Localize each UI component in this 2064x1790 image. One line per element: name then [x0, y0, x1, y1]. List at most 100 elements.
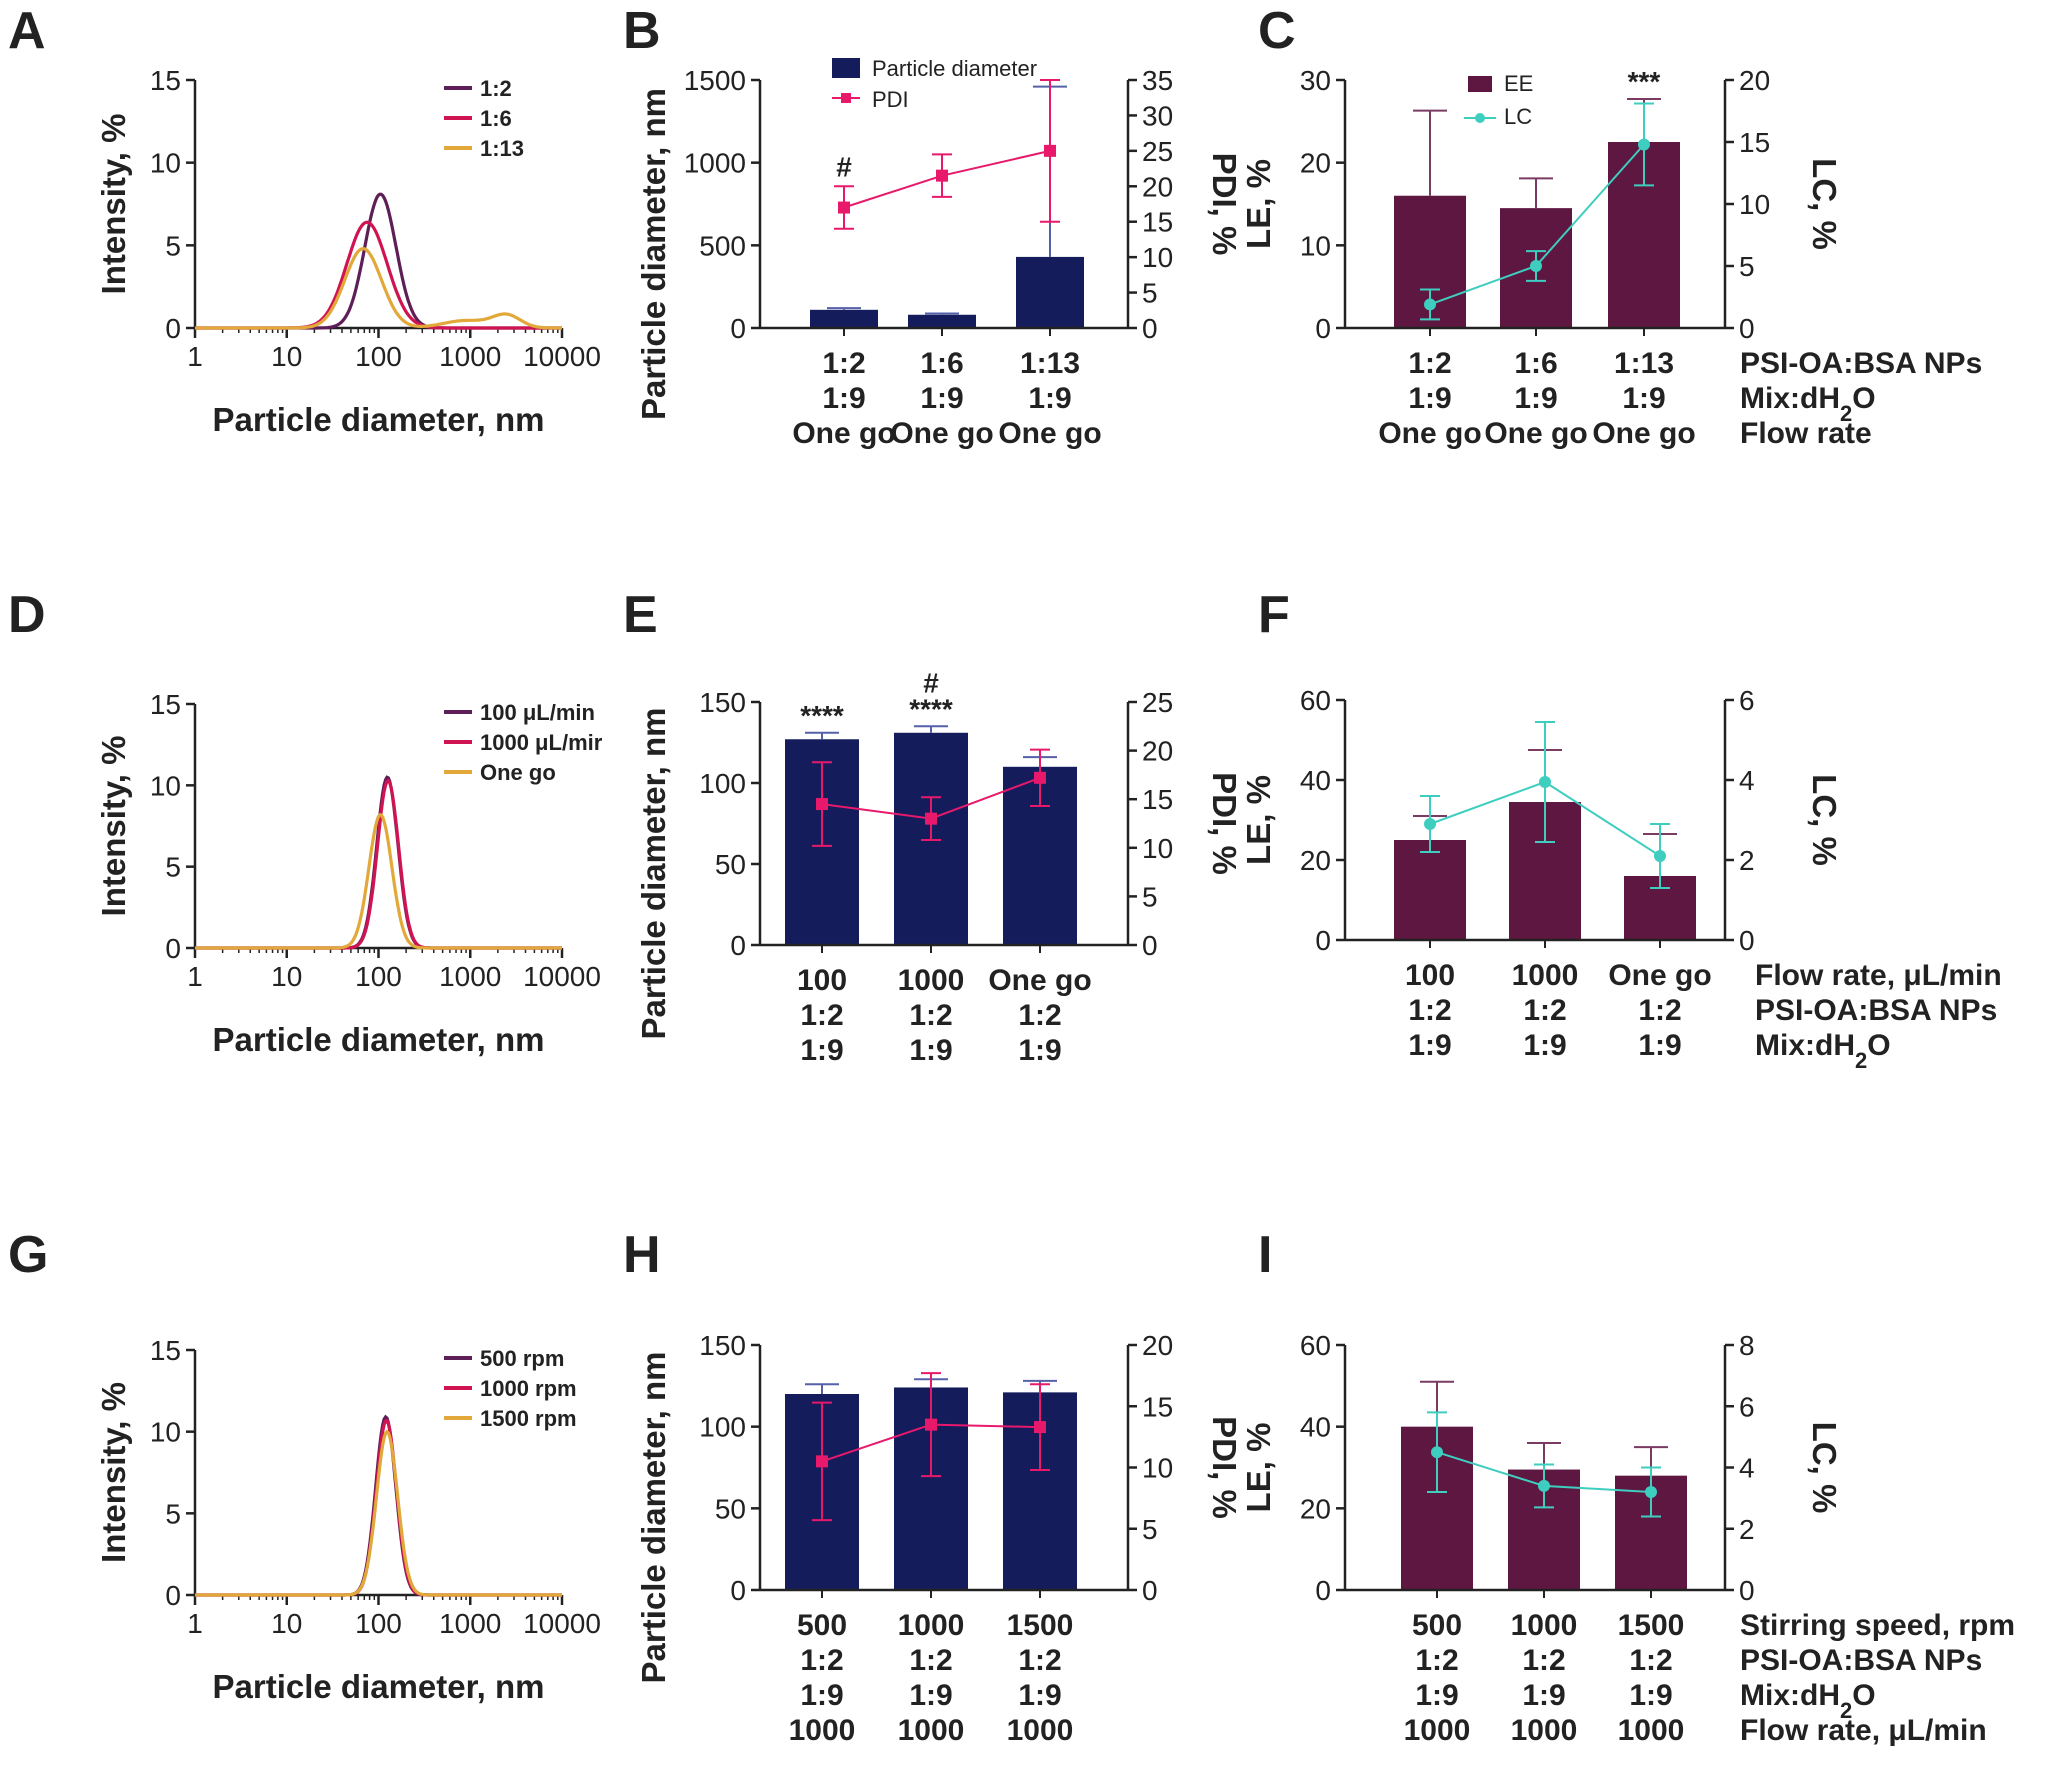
y2-tick-label: 20 [1142, 736, 1173, 767]
category-label: 500 [1412, 1609, 1462, 1642]
series-line-2 [195, 246, 562, 330]
y2-tick-label: 5 [1142, 881, 1158, 912]
row-label: PSI-OA:BSA NPs [1755, 994, 1997, 1027]
category-label: 1:2 [1629, 1644, 1672, 1677]
category-label: 1:2 [822, 347, 865, 380]
y2-tick-label: 6 [1739, 1391, 1755, 1422]
row-label: Flow rate, μL/min [1755, 959, 2002, 992]
y-tick-label: 150 [699, 1330, 746, 1361]
y2-tick-label: 2 [1739, 1514, 1755, 1545]
row-label: PSI-OA:BSA NPs [1740, 347, 1982, 380]
bar [810, 309, 878, 328]
category-label: 1:2 [1018, 999, 1061, 1032]
line-point [936, 169, 948, 182]
y2-tick-label: 20 [1142, 171, 1173, 202]
category-label: 1:9 [1018, 1679, 1061, 1712]
category-label: 1000 [1007, 1714, 1074, 1747]
panel-letter: B [623, 2, 661, 60]
category-label: 1000 [1511, 1714, 1578, 1747]
line-point [1654, 850, 1666, 862]
line-point [1424, 818, 1436, 830]
line-point [816, 798, 828, 811]
y2-tick-label: 15 [1142, 1391, 1173, 1422]
category-label: One go [1608, 959, 1711, 992]
x-tick-label: 1 [187, 341, 203, 372]
y2-tick-label: 35 [1142, 65, 1173, 96]
row-label: Flow rate, μL/min [1740, 1714, 1987, 1747]
panel-g: 0 5 10 15 1 10 100 1000 10000 500 rpm 1000 rpm 1500… [95, 1335, 601, 1705]
y-tick-label: 0 [1315, 313, 1331, 344]
y2-tick-label: 6 [1739, 685, 1755, 716]
legend-label: LC [1504, 104, 1532, 129]
y2-tick-label: 15 [1739, 127, 1770, 158]
y2-tick-label: 10 [1142, 242, 1173, 273]
category-label: 1:9 [1028, 382, 1071, 415]
significance-mark: # [836, 151, 852, 182]
category-label: 1:2 [800, 999, 843, 1032]
x-axis-title: Particle diameter, nm [213, 1021, 545, 1058]
category-label: 1:9 [920, 382, 963, 415]
panel-letter: F [1258, 586, 1290, 644]
line-point [1530, 260, 1542, 272]
y2-tick-label: 20 [1739, 65, 1770, 96]
legend-label: 1:6 [480, 106, 512, 131]
category-label: 1:9 [822, 382, 865, 415]
y-tick-label: 20 [1300, 1493, 1331, 1524]
category-label: 1:9 [800, 1679, 843, 1712]
category-label: 1:13 [1614, 347, 1674, 380]
y-axis-title: Particle diameter, nm [635, 1352, 672, 1684]
category-label: 1:2 [1408, 347, 1451, 380]
category-label: 1500 [1618, 1609, 1685, 1642]
legend-marker [841, 93, 851, 103]
y-tick-label: 5 [165, 1498, 181, 1529]
y-axis-title: Particle diameter, nm [635, 708, 672, 1040]
row-label: Flow rate [1740, 417, 1872, 450]
y2-tick-label: 10 [1142, 1453, 1173, 1484]
line-point [1424, 298, 1436, 311]
category-label: One go [1378, 417, 1481, 450]
y2-tick-label: 2 [1739, 845, 1755, 876]
line-point [1539, 776, 1551, 788]
legend-label: 1:13 [480, 136, 524, 161]
x-tick-label: 1000 [439, 341, 501, 372]
x-tick-label: 10000 [523, 1608, 601, 1639]
y-axis-title: LE, % [1240, 1423, 1277, 1513]
category-label: 1:9 [1523, 1029, 1566, 1062]
y2-tick-label: 8 [1739, 1330, 1755, 1361]
category-label: 100 [1405, 959, 1455, 992]
category-label: 1:9 [800, 1034, 843, 1067]
line-point [1431, 1446, 1443, 1459]
y2-tick-label: 30 [1142, 100, 1173, 131]
category-label: 1:9 [1018, 1034, 1061, 1067]
legend-label: 1:2 [480, 76, 512, 101]
y2-tick-label: 0 [1739, 925, 1755, 956]
series-line-0 [195, 1414, 562, 1597]
category-label: 500 [797, 1609, 847, 1642]
y2-tick-label: 10 [1142, 833, 1173, 864]
legend-label: 1500 rpm [480, 1406, 577, 1431]
row-label: Mix:dH2O [1740, 1679, 1876, 1723]
y-tick-label: 100 [699, 1412, 746, 1443]
y2-tick-label: 0 [1142, 930, 1158, 961]
y-tick-label: 10 [150, 1417, 181, 1448]
category-label: 1:6 [920, 347, 963, 380]
y-tick-label: 10 [150, 770, 181, 801]
y2-tick-label: 0 [1739, 1575, 1755, 1606]
y2-axis-title: PDI, % [1206, 1416, 1243, 1519]
y2-tick-label: 4 [1739, 1453, 1755, 1484]
y-tick-label: 60 [1300, 685, 1331, 716]
legend-swatch-bar [1468, 76, 1492, 92]
y2-axis-title: PDI, % [1206, 772, 1243, 875]
y-tick-label: 10 [1300, 230, 1331, 261]
line-point [1638, 138, 1650, 151]
y-tick-label: 150 [699, 687, 746, 718]
category-label: 1000 [898, 964, 965, 997]
row-label: PSI-OA:BSA NPs [1740, 1644, 1982, 1677]
y-tick-label: 50 [715, 1493, 746, 1524]
x-tick-label: 10 [271, 341, 302, 372]
x-tick-label: 10 [271, 961, 302, 992]
y2-tick-label: 0 [1142, 313, 1158, 344]
series-line-2 [195, 1429, 562, 1597]
